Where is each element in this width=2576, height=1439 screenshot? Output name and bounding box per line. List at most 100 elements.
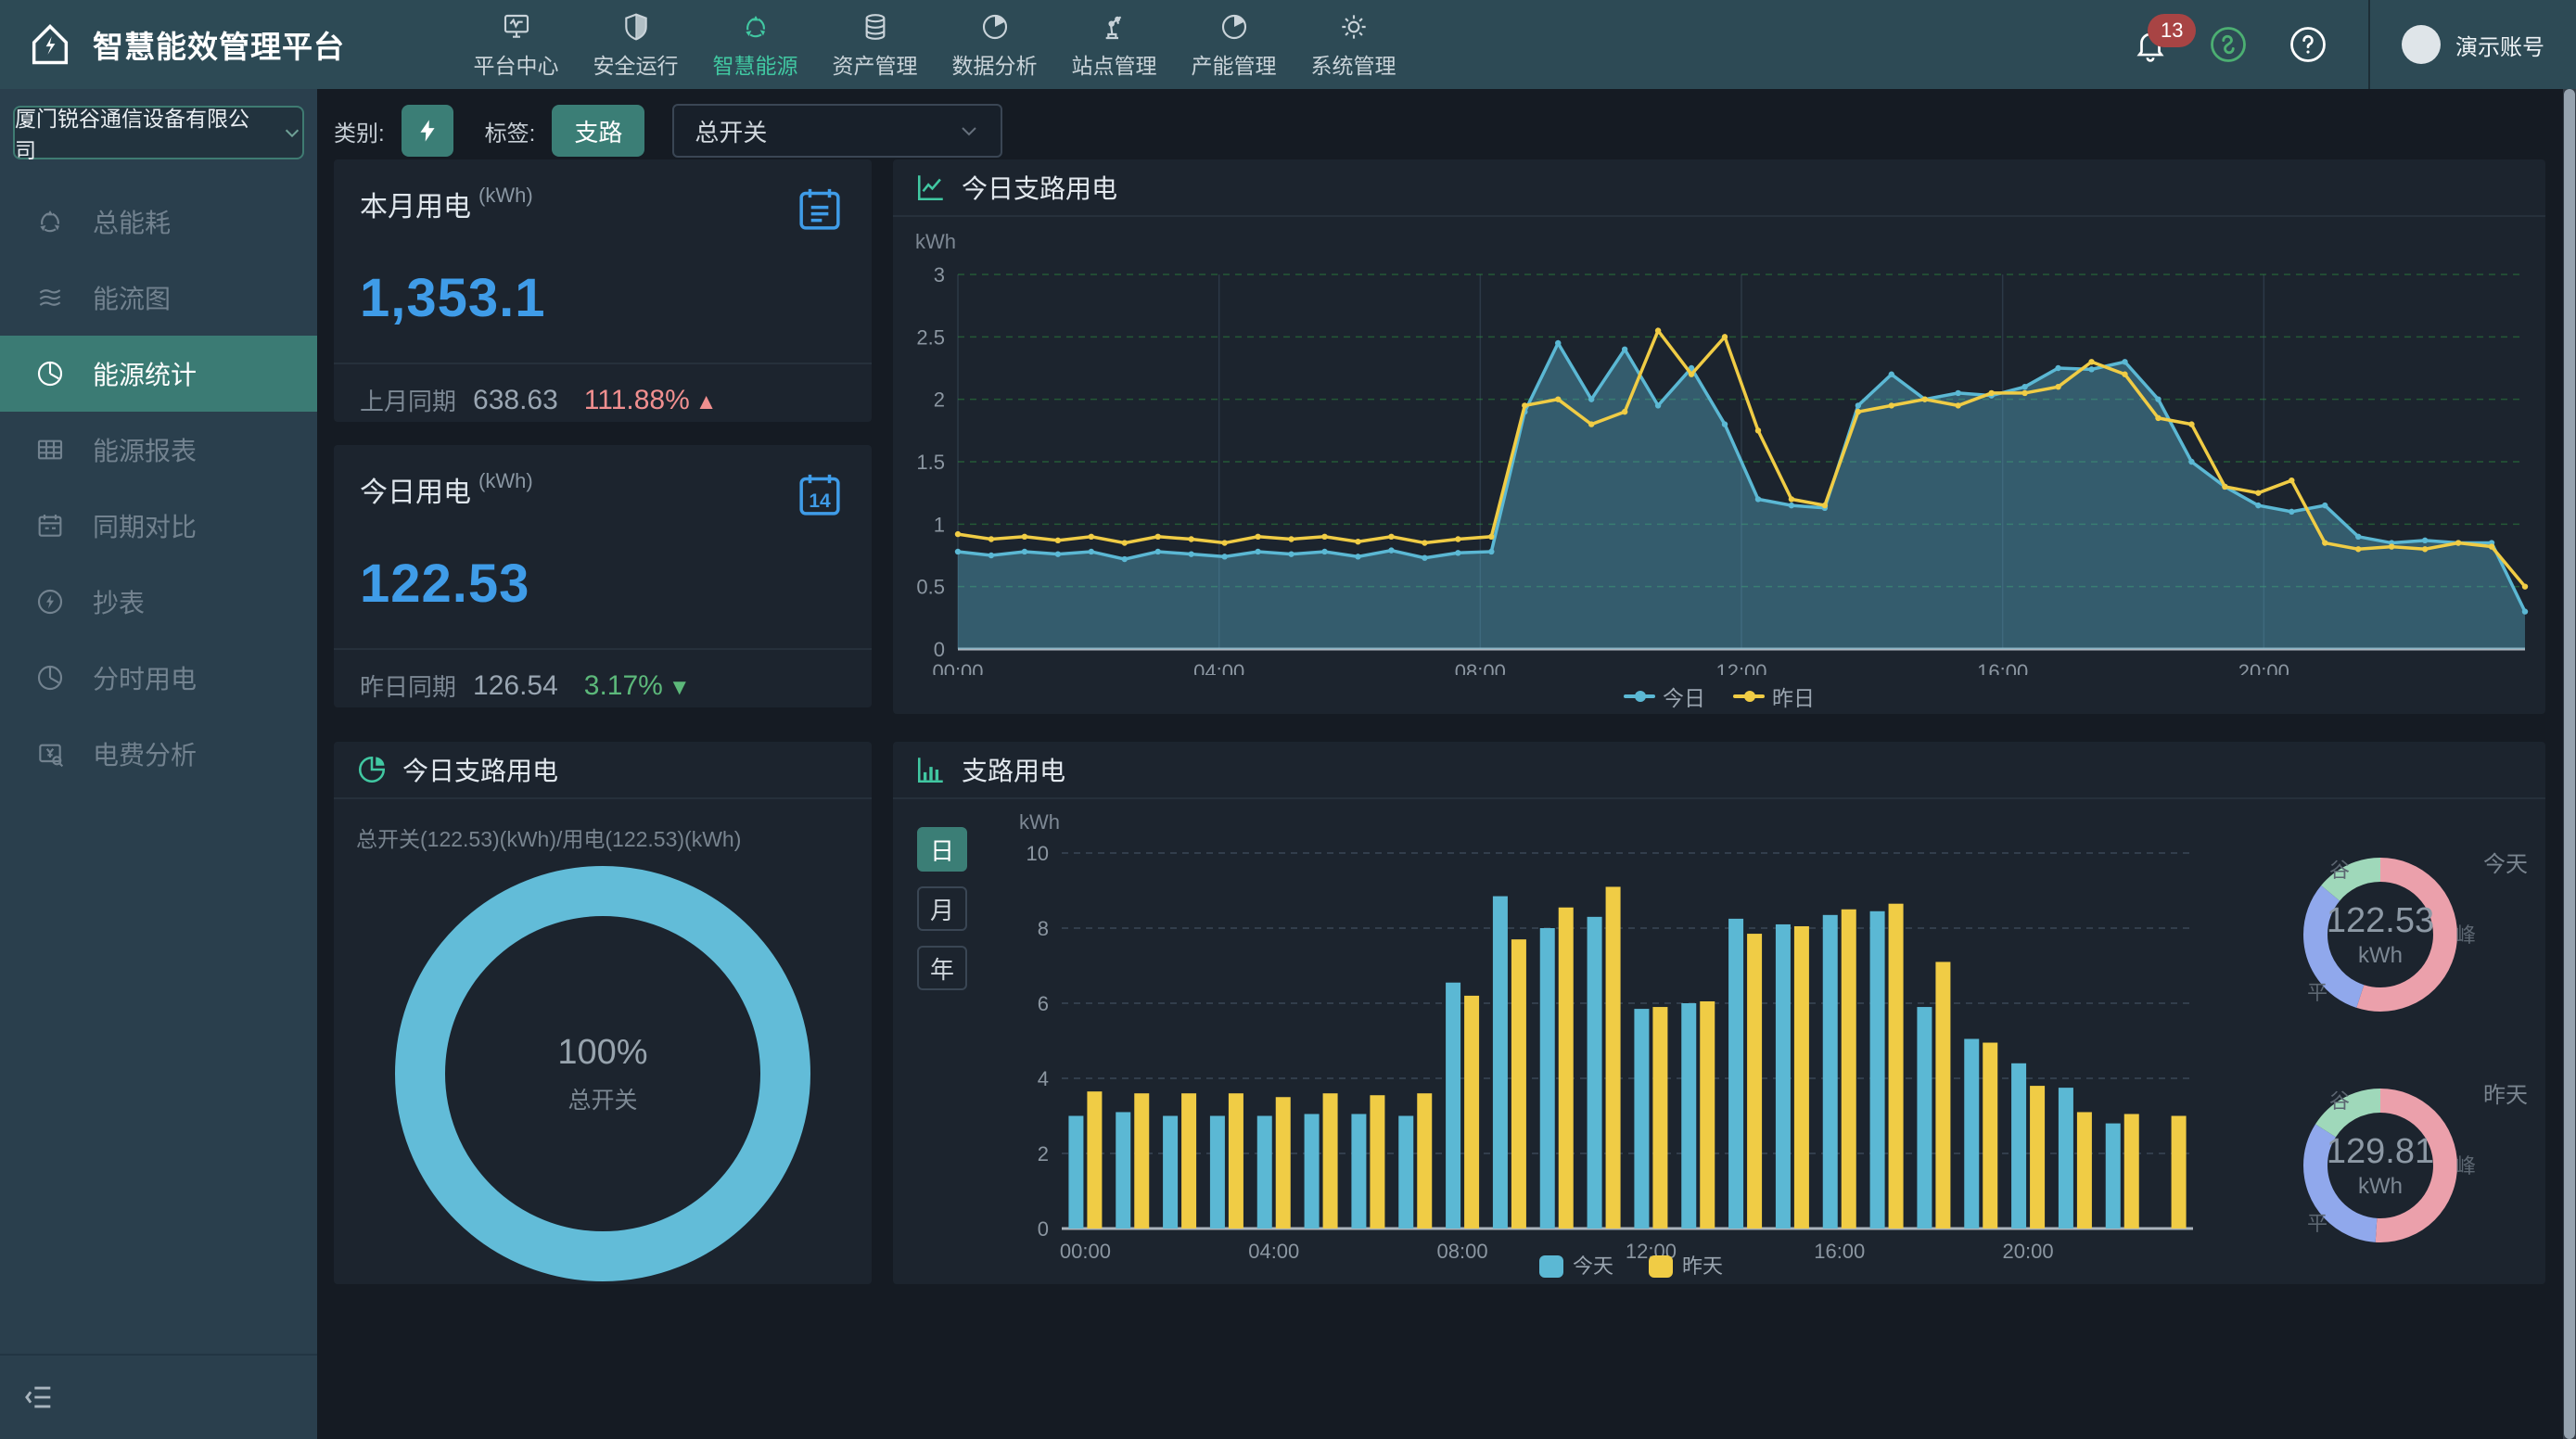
calendar-day-icon: 14 [794,469,846,521]
today-branch-line-card: 今日支路用电 00:0004:0008:0012:0016:0020:0000.… [893,159,2545,714]
month-card-unit: (kWh) [478,184,533,208]
day-usage-value: 122.53 [360,553,846,615]
avatar[interactable] [2402,25,2441,64]
sidebar-item-label: 电费分析 [93,735,197,772]
topnav-item-6[interactable]: 产能管理 [1174,9,1294,80]
total-switch-donut[interactable] [389,860,816,1287]
doc-yen-icon [33,739,67,769]
svg-text:20:00: 20:00 [2003,1240,2054,1263]
flow-icon [33,283,67,312]
link-icon[interactable] [2209,25,2248,64]
svg-text:04:00: 04:00 [1248,1240,1299,1263]
sidebar-item-5[interactable]: 抄表 [0,564,317,640]
topnav-label: 资产管理 [815,48,935,80]
topnav-item-1[interactable]: 安全运行 [576,9,695,80]
table-icon [33,435,67,465]
sidebar-item-label: 能流图 [93,279,171,316]
topnav-item-7[interactable]: 系统管理 [1294,9,1413,80]
main-content: 类别: 标签: 支路 总开关 本月用电 (kWh) 1,353.1 [317,89,2576,1439]
svg-text:2: 2 [1038,1142,1049,1165]
sidebar-item-3[interactable]: 能源报表 [0,412,317,488]
line-chart-legend[interactable]: 今日昨日 [893,681,2545,712]
bar-card-title: 支路用电 [962,751,1065,788]
topnav-item-5[interactable]: 站点管理 [1054,9,1174,80]
svg-text:6: 6 [1038,992,1049,1015]
tag-label: 标签: [485,115,536,147]
sidebar-item-6[interactable]: 分时用电 [0,640,317,716]
month-percent: 111.88%▲ [584,385,718,416]
month-compare-value: 638.63 [473,385,558,416]
scrollbar-thumb[interactable] [2564,89,2575,1439]
svg-text:2: 2 [934,388,945,412]
filter-bar: 类别: 标签: 支路 总开关 [334,104,1002,158]
sidebar-item-label: 总能耗 [93,203,171,240]
calendar-icon [33,511,67,541]
notifications-button[interactable]: 13 [2133,27,2168,62]
sidebar-item-4[interactable]: 同期对比 [0,488,317,564]
legend-item[interactable]: 今日 [1624,681,1705,712]
mini-donut-yesterday[interactable]: 129.81 kWh 峰平谷 [2292,1077,2468,1254]
svg-text:20:00: 20:00 [2238,660,2289,675]
company-select[interactable]: 厦门锐谷通信设备有限公司 [13,106,304,159]
mini-donut-today[interactable]: 122.53 kWh 峰平谷 [2292,847,2468,1023]
switch-select[interactable]: 总开关 [672,104,1002,158]
sidebar-menu: 总能耗能流图能源统计能源报表同期对比抄表分时用电电费分析 [0,184,317,792]
sidebar-item-1[interactable]: 能流图 [0,260,317,336]
today-branch-line-chart[interactable]: 00:0004:0008:0012:0016:0020:0000.511.522… [893,217,2545,675]
lightning-bolt-icon [414,118,440,144]
account-name[interactable]: 演示账号 [2455,29,2544,61]
sidebar-item-label: 能源报表 [93,431,197,468]
topnav-label: 安全运行 [576,48,695,80]
sidebar-item-2[interactable]: 能源统计 [0,336,317,412]
electricity-category-button[interactable] [402,105,453,157]
home-bolt-logo-icon [26,20,74,69]
sidebar-item-0[interactable]: 总能耗 [0,184,317,260]
svg-text:00:00: 00:00 [932,660,983,675]
svg-text:04:00: 04:00 [1193,660,1244,675]
app-title: 智慧能效管理平台 [93,22,345,67]
help-icon[interactable] [2289,25,2327,64]
top-bar: 智慧能效管理平台 平台中心安全运行智慧能源资产管理数据分析站点管理产能管理系统管… [0,0,2576,89]
svg-text:12:00: 12:00 [1715,660,1766,675]
branch-bar-card: 支路用电 日 月 年 0246810kWh00:0004:0008:0012:0… [893,742,2545,1284]
svg-text:14: 14 [809,490,831,512]
svg-text:kWh: kWh [1019,810,1060,834]
svg-text:昨天: 昨天 [1682,1254,1723,1278]
svg-text:kWh: kWh [915,230,956,253]
svg-text:2.5: 2.5 [916,325,945,349]
branch-bar-chart[interactable]: 0246810kWh00:0004:0008:0012:0016:0020:00… [893,799,2247,1284]
sidebar-footer [0,1354,317,1439]
topnav-item-2[interactable]: 智慧能源 [695,9,815,80]
recycle-icon [695,9,815,45]
pie-clock-icon [33,359,67,388]
collapse-menu-icon[interactable] [24,1382,56,1413]
triangle-down-icon: ▼ [669,675,691,700]
day-compare-value: 126.54 [473,670,558,702]
donut-card-title: 今日支路用电 [402,751,558,788]
bar-chart-icon [915,754,947,785]
month-compare-label: 上月同期 [360,383,456,417]
chevron-down-icon [282,122,302,143]
legend-item[interactable]: 昨日 [1733,681,1815,712]
svg-text:10: 10 [1027,842,1049,865]
day-compare-label: 昨日同期 [360,669,456,703]
branch-tag-button[interactable]: 支路 [552,105,644,157]
topnav-label: 系统管理 [1294,48,1413,80]
svg-text:00:00: 00:00 [1060,1240,1111,1263]
svg-text:16:00: 16:00 [1814,1240,1865,1263]
switch-select-value: 总开关 [695,114,767,148]
svg-text:1: 1 [934,513,945,536]
database-icon [815,9,935,45]
page-scrollbar[interactable] [2563,89,2576,1439]
svg-text:0.5: 0.5 [916,576,945,599]
topnav-item-4[interactable]: 数据分析 [935,9,1054,80]
svg-text:4: 4 [1038,1067,1049,1090]
sidebar-item-label: 能源统计 [93,355,197,392]
today-branch-donut-card: 今日支路用电 总开关(122.53)(kWh)/用电(122.53)(kWh) … [334,742,872,1284]
gear-icon [1294,9,1413,45]
sidebar-item-7[interactable]: 电费分析 [0,716,317,792]
topnav-item-0[interactable]: 平台中心 [456,9,576,80]
topnav-item-3[interactable]: 资产管理 [815,9,935,80]
pie-icon [935,9,1054,45]
svg-text:3: 3 [934,263,945,287]
